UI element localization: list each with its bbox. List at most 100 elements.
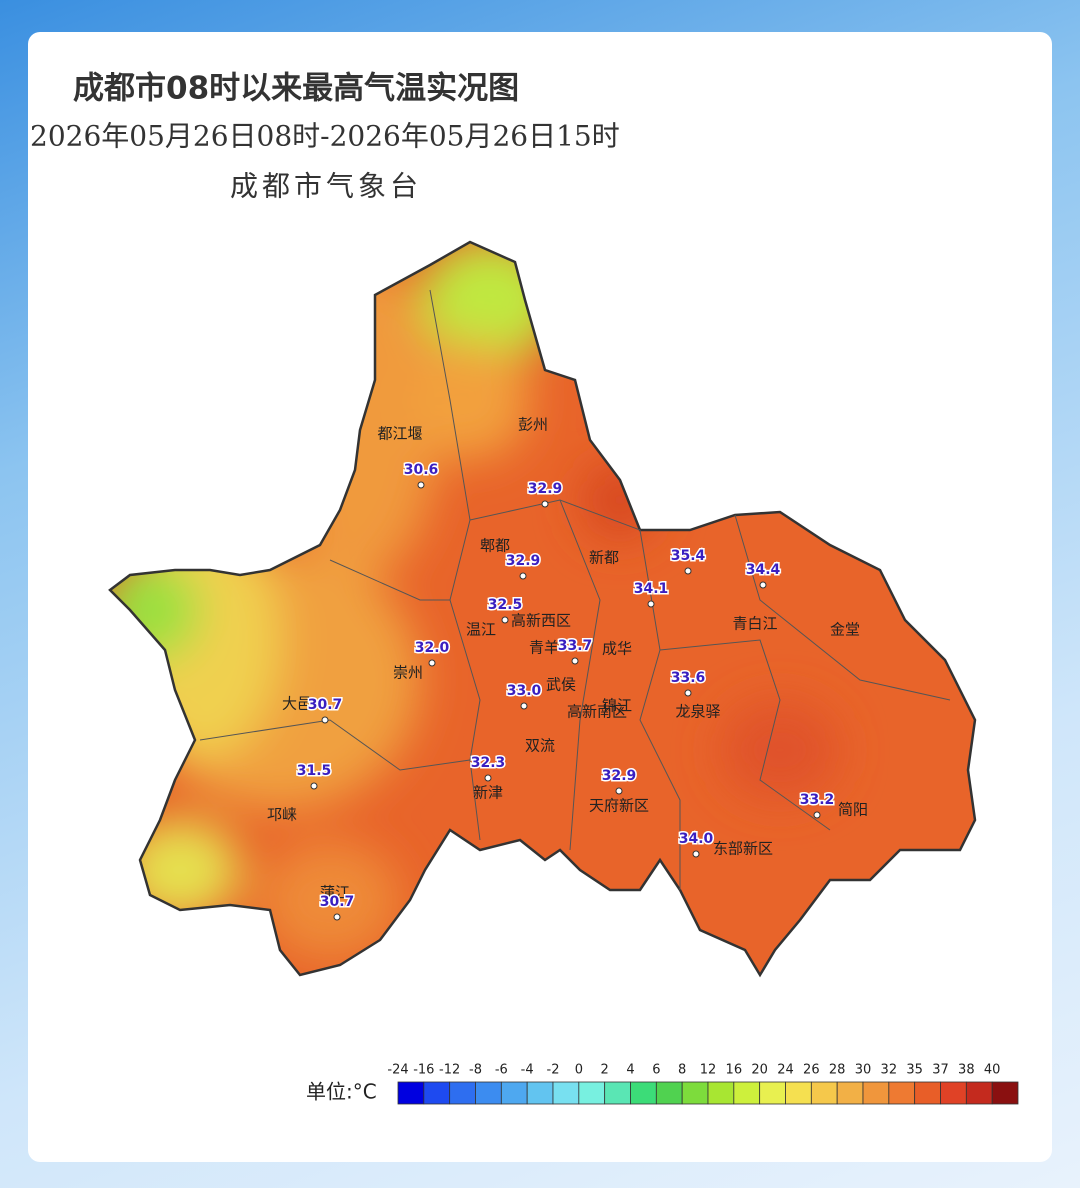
place-label: 高新南区	[567, 703, 627, 721]
station-dot	[615, 787, 623, 795]
place-label: 都江堰	[377, 425, 422, 443]
place-label: 大邑	[282, 695, 312, 713]
legend-tick: -8	[469, 1063, 482, 1078]
legend-swatch	[914, 1081, 941, 1105]
station-dot	[417, 481, 425, 489]
legend-swatch	[526, 1081, 554, 1105]
station-dot	[520, 702, 528, 710]
legend-tick: -16	[413, 1063, 434, 1078]
legend-swatch	[681, 1081, 709, 1105]
issuer: 成都市气象台	[230, 170, 422, 203]
legend-tick: 8	[678, 1063, 686, 1078]
station-value: 33.0	[507, 683, 542, 699]
legend-tick: 30	[855, 1063, 872, 1078]
legend-swatch	[552, 1081, 580, 1105]
legend-swatch	[397, 1081, 425, 1105]
place-label: 简阳	[838, 801, 868, 819]
station-dot	[684, 567, 692, 575]
station-dot	[571, 657, 579, 665]
legend-swatch	[475, 1081, 502, 1105]
legend-tick: -24	[387, 1063, 408, 1078]
legend-swatch	[836, 1081, 864, 1105]
place-label: 新都	[589, 549, 619, 567]
place-label: 武侯	[546, 676, 576, 694]
legend-swatch	[810, 1081, 838, 1105]
legend-tick: 2	[601, 1063, 609, 1078]
station-value: 31.5	[297, 763, 332, 779]
legend-swatch	[733, 1081, 761, 1105]
legend-tick: 40	[984, 1063, 1001, 1078]
legend-swatch	[707, 1081, 735, 1105]
legend-tick: 12	[700, 1063, 717, 1078]
legend-swatch	[423, 1081, 451, 1105]
legend-tick: -4	[521, 1063, 534, 1078]
place-label: 天府新区	[589, 797, 649, 815]
legend-tick: -12	[439, 1063, 460, 1078]
period: 2026年05月26日08时-2026年05月26日15时	[30, 120, 620, 153]
legend-swatch	[578, 1081, 606, 1105]
legend-tick: 6	[652, 1063, 660, 1078]
station-value: 33.2	[800, 792, 835, 808]
place-label: 成华	[602, 640, 632, 658]
station-value: 33.7	[558, 638, 593, 654]
title: 成都市08时以来最高气温实况图	[73, 71, 519, 107]
station-dot	[647, 600, 655, 608]
station-dot	[321, 716, 329, 724]
legend-swatch	[940, 1081, 967, 1105]
station-value: 32.9	[506, 553, 541, 569]
station-value: 30.6	[404, 462, 439, 478]
station-value: 34.0	[679, 831, 714, 847]
legend-tick: -6	[495, 1063, 508, 1078]
station-value: 34.4	[746, 562, 781, 578]
place-label: 锦江	[602, 697, 632, 715]
place-label: 新津	[473, 784, 503, 802]
station-value: 35.4	[671, 548, 706, 564]
district-lines	[199, 289, 951, 890]
place-label: 双流	[525, 737, 555, 755]
legend-tick: 37	[932, 1063, 949, 1078]
station-dot	[759, 581, 767, 589]
place-label: 温江	[466, 621, 496, 639]
legend-swatch	[965, 1081, 993, 1105]
legend-tick: 26	[803, 1063, 820, 1078]
station-value: 30.7	[308, 697, 343, 713]
legend-swatch	[449, 1081, 476, 1105]
station-value: 32.9	[528, 481, 563, 497]
place-label: 青白江	[732, 615, 777, 633]
legend-tick: 35	[906, 1063, 923, 1078]
station-dot	[484, 774, 492, 782]
legend-swatch	[991, 1081, 1019, 1105]
legend-tick: 32	[881, 1063, 898, 1078]
legend-swatch	[655, 1081, 683, 1105]
legend-swatch	[630, 1081, 657, 1105]
legend-tick: 4	[626, 1063, 634, 1078]
station-dot	[813, 811, 821, 819]
legend: 单位:°C -24 -16 -12 -8 -6 -4 -2 0 2 4 6 8 12 16 20 24 26 28…	[306, 1063, 1019, 1105]
legend-tick: 24	[777, 1063, 794, 1078]
station-value: 33.6	[671, 670, 706, 686]
legend-tick: 0	[575, 1063, 583, 1078]
station-value: 32.5	[488, 597, 523, 613]
place-label: 青羊	[529, 639, 559, 657]
legend-unit: 单位:°C	[306, 1080, 377, 1104]
legend-swatch	[862, 1081, 890, 1105]
station-value: 30.7	[320, 894, 355, 910]
legend-tick: 16	[726, 1063, 743, 1078]
legend-swatch	[759, 1081, 786, 1105]
legend-tick: 20	[751, 1063, 768, 1078]
place-label: 彭州	[518, 416, 548, 434]
place-label: 东部新区	[713, 840, 773, 858]
station-value: 32.0	[415, 640, 450, 656]
place-label: 邛崃	[267, 806, 297, 824]
station-value: 32.3	[471, 755, 506, 771]
station-dot	[519, 572, 527, 580]
place-label: 蒲江	[320, 884, 350, 902]
place-label: 金堂	[830, 621, 860, 639]
place-label: 高新西区	[511, 612, 571, 630]
station-dot	[684, 689, 692, 697]
legend-swatch	[500, 1081, 528, 1105]
legend-swatch	[604, 1081, 631, 1105]
station-dot	[692, 850, 700, 858]
station-dot	[501, 616, 509, 624]
